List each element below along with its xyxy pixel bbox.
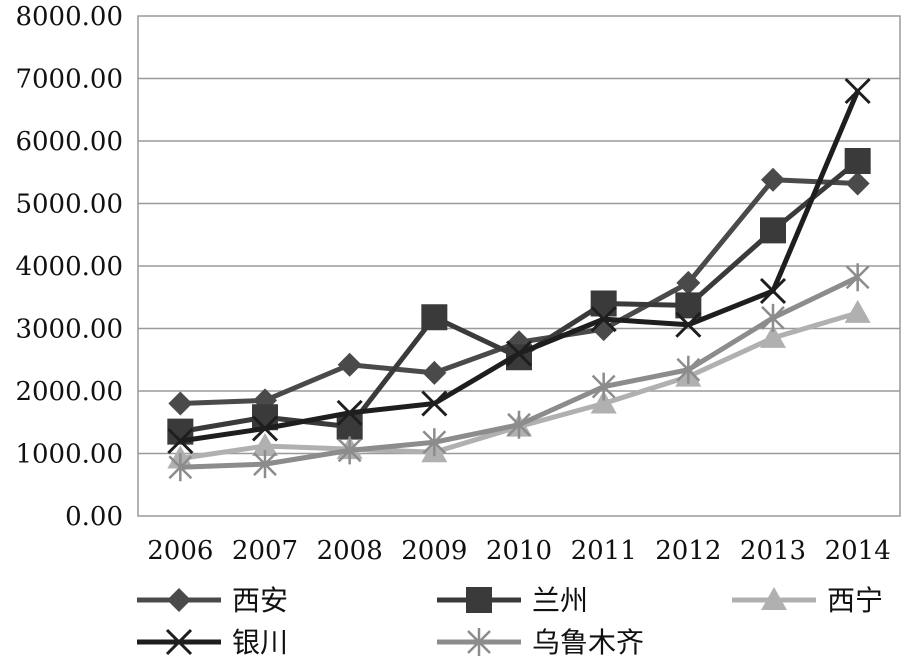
data-point (252, 433, 278, 456)
legend-marker (167, 588, 191, 612)
data-point (336, 399, 363, 426)
data-point (760, 217, 786, 244)
x-tick-label: 2006 (147, 536, 213, 566)
data-point (844, 299, 871, 323)
data-point (421, 304, 448, 331)
y-tick-label: 2000.00 (15, 377, 123, 407)
series-4 (168, 263, 870, 482)
data-point (168, 453, 193, 482)
data-point (590, 290, 617, 317)
series-0 (168, 167, 870, 416)
data-point (844, 148, 871, 174)
data-point (676, 355, 701, 384)
x-tick-label: 2009 (401, 536, 467, 566)
series-3 (167, 77, 871, 455)
data-point (760, 324, 786, 348)
data-point (505, 340, 533, 367)
legend-label: 乌鲁木齐 (532, 626, 644, 659)
data-point (759, 277, 787, 305)
y-tick-label: 0.00 (65, 502, 123, 532)
y-tick-label: 4000.00 (15, 252, 123, 282)
x-axis-tick-labels: 2006 2007 2008 2009 2010 2011 2012 2013 2014 (147, 536, 891, 566)
y-tick-label: 8000.00 (15, 2, 123, 32)
x-tick-label: 2014 (825, 536, 891, 566)
y-axis-tick-labels: 0.00 1000.00 2000.00 3000.00 4000.00 5000.00 6… (15, 2, 123, 532)
series-layer (167, 77, 871, 482)
legend-marker (467, 628, 491, 656)
data-point (337, 436, 362, 465)
data-point (421, 390, 448, 417)
legend-item: 西安 (137, 584, 288, 617)
legend-item: 西宁 (732, 584, 883, 617)
data-point (337, 352, 362, 377)
legend-label: 兰州 (532, 584, 588, 617)
data-point (591, 372, 616, 401)
data-point (168, 391, 193, 416)
data-point (507, 410, 531, 439)
data-point (253, 450, 277, 479)
legend-item: 银川 (137, 626, 288, 659)
y-tick-label: 7000.00 (15, 65, 123, 95)
data-point (844, 77, 871, 105)
x-tick-label: 2012 (655, 536, 721, 566)
data-point (336, 413, 363, 440)
legend-label: 西宁 (827, 584, 883, 617)
y-tick-label: 1000.00 (15, 440, 123, 470)
y-tick-label: 3000.00 (15, 315, 123, 345)
data-point (845, 171, 870, 196)
data-point (422, 428, 447, 457)
data-point (590, 306, 617, 333)
data-point (422, 360, 447, 385)
x-tick-label: 2011 (571, 536, 637, 566)
data-point (590, 390, 617, 414)
y-tick-label: 6000.00 (15, 127, 123, 157)
legend-label: 银川 (232, 626, 288, 659)
legend-marker (165, 628, 193, 656)
legend-label: 西安 (232, 584, 288, 617)
data-point (761, 167, 785, 192)
legend-marker (761, 587, 787, 610)
y-tick-label: 5000.00 (15, 190, 123, 220)
data-point (676, 270, 701, 295)
data-point (675, 311, 702, 338)
data-point (251, 415, 279, 442)
data-point (845, 263, 870, 292)
legend-marker (466, 587, 492, 613)
legend-item: 乌鲁木齐 (437, 626, 644, 659)
data-point (167, 427, 194, 455)
x-tick-label: 2008 (317, 536, 383, 566)
x-tick-label: 2013 (740, 536, 806, 566)
legend-item: 兰州 (437, 584, 588, 617)
x-tick-label: 2010 (486, 536, 552, 566)
data-point (761, 303, 785, 332)
x-tick-label: 2007 (232, 536, 298, 566)
